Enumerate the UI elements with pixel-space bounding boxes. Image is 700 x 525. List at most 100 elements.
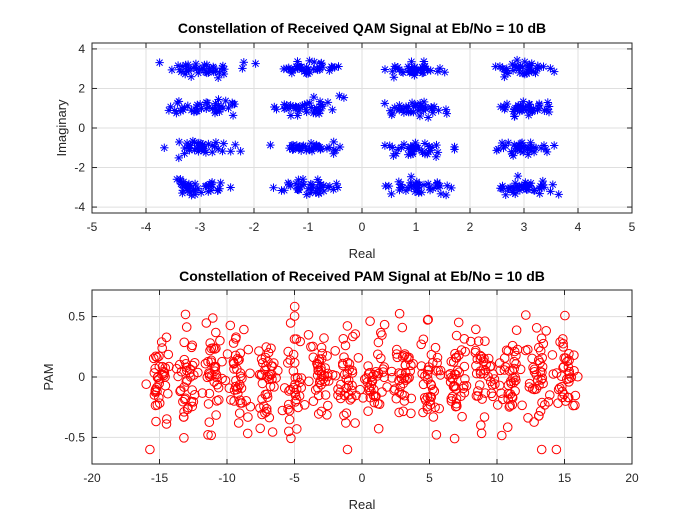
pam-point xyxy=(260,352,271,363)
pam-point xyxy=(312,370,323,381)
pam-point xyxy=(459,334,470,344)
pam-point xyxy=(368,390,379,401)
qam-point xyxy=(544,102,554,111)
pam-point xyxy=(225,320,236,331)
pam-point xyxy=(450,348,460,359)
pam-point xyxy=(184,368,195,378)
qam-point xyxy=(236,146,245,156)
pam-point xyxy=(376,327,386,338)
pam-point xyxy=(478,368,489,379)
pam-point xyxy=(181,359,191,369)
pam-point xyxy=(478,356,489,367)
pam-point xyxy=(398,406,409,417)
pam-point xyxy=(515,364,526,375)
pam-point xyxy=(188,397,199,407)
pam-point xyxy=(206,343,217,354)
pam-point xyxy=(342,321,353,331)
qam-point xyxy=(525,60,534,70)
pam-point xyxy=(473,336,484,347)
pam-point xyxy=(492,400,503,410)
qam-point xyxy=(285,104,294,113)
pam-points xyxy=(141,301,583,455)
pam-point xyxy=(242,428,253,439)
qam-point xyxy=(492,146,501,155)
qam-point xyxy=(202,181,211,191)
pam-point xyxy=(320,363,331,373)
pam-point xyxy=(217,356,227,367)
pam-point xyxy=(228,338,239,348)
pam-point xyxy=(480,336,490,347)
qam-point xyxy=(201,98,211,107)
qam-point xyxy=(177,180,187,190)
qam-point xyxy=(192,107,201,116)
pam-point xyxy=(277,405,288,416)
qam-point xyxy=(315,109,324,118)
qam-point xyxy=(190,179,200,189)
pam-point xyxy=(428,412,439,422)
qam-point xyxy=(407,57,416,66)
pam-point xyxy=(151,351,161,362)
pam-point xyxy=(151,416,161,427)
qam-point xyxy=(297,180,306,189)
pam-point xyxy=(536,444,547,455)
pam-point xyxy=(432,358,442,368)
pam-point xyxy=(257,358,268,368)
qam-point xyxy=(170,106,179,115)
pam-point xyxy=(154,351,164,362)
qam-point xyxy=(514,101,523,110)
pam-point xyxy=(365,316,375,327)
pam-point xyxy=(553,384,564,395)
qam-point xyxy=(313,175,322,184)
pam-point xyxy=(266,361,277,372)
pam-point xyxy=(379,362,390,372)
pam-point xyxy=(145,444,155,455)
pam-point xyxy=(308,396,319,407)
qam-point xyxy=(424,113,433,122)
pam-point xyxy=(392,344,402,355)
pam-point xyxy=(486,388,497,399)
pam-point xyxy=(210,366,220,377)
qam-point xyxy=(524,99,534,109)
qam-point xyxy=(294,175,303,185)
pam-point xyxy=(333,390,343,401)
pam-point xyxy=(361,373,372,383)
pam-point xyxy=(466,336,476,347)
qam-point xyxy=(189,184,198,194)
pam-point xyxy=(231,332,241,343)
pam-point xyxy=(422,369,433,380)
qam-point xyxy=(420,61,430,71)
qam-point xyxy=(515,68,524,78)
pam-point xyxy=(394,375,404,386)
pam-point xyxy=(475,369,486,379)
pam-point xyxy=(520,345,531,356)
pam-point xyxy=(185,372,196,382)
pam-point xyxy=(152,352,162,363)
pam-point xyxy=(418,334,429,345)
qam-point xyxy=(210,142,220,151)
qam-point xyxy=(335,91,344,101)
pam-point xyxy=(180,309,191,320)
pam-point xyxy=(434,403,445,414)
qam-point xyxy=(407,172,416,181)
pam-point xyxy=(417,368,428,379)
qam-point xyxy=(396,180,406,189)
pam-x-tick-label: 15 xyxy=(558,471,572,485)
pam-point xyxy=(161,419,172,429)
qam-point xyxy=(412,143,421,153)
qam-point xyxy=(316,144,325,153)
pam-x-tick-label: -20 xyxy=(83,471,101,485)
qam-point xyxy=(180,149,189,158)
qam-subplot: Constellation of Received QAM Signal at … xyxy=(54,20,636,261)
pam-point xyxy=(548,369,559,379)
pam-x-tick-label: 5 xyxy=(426,471,433,485)
qam-point xyxy=(501,68,511,77)
qam-point xyxy=(388,66,397,76)
pam-point xyxy=(353,353,364,363)
pam-point xyxy=(497,430,507,441)
pam-point xyxy=(182,375,192,386)
qam-point xyxy=(420,139,430,148)
qam-point xyxy=(312,64,322,74)
pam-point xyxy=(537,362,548,372)
pam-point xyxy=(457,411,467,422)
pam-point xyxy=(159,370,169,381)
